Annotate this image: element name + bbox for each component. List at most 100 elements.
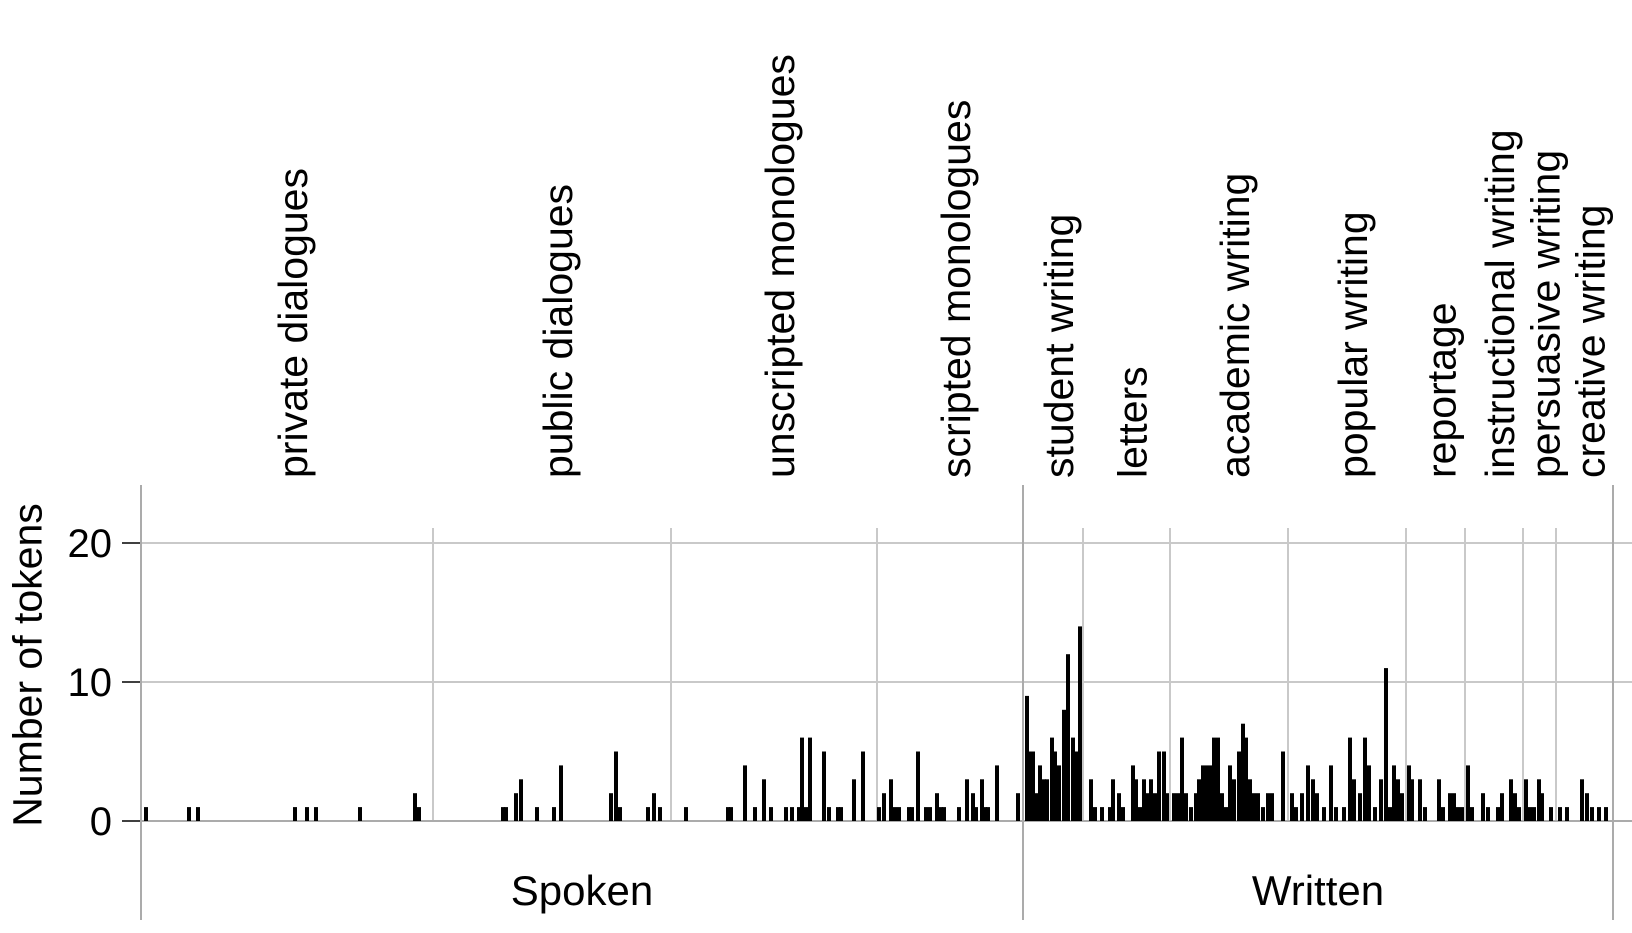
- bar: [1604, 807, 1608, 821]
- y-tick-label: 20: [68, 522, 113, 566]
- bar: [893, 807, 897, 821]
- bar: [1228, 765, 1232, 821]
- bar: [1184, 793, 1188, 821]
- bar: [559, 765, 563, 821]
- bar: [535, 807, 539, 821]
- bar: [1565, 807, 1569, 821]
- bar: [1078, 626, 1082, 821]
- bar: [897, 807, 901, 821]
- bar: [1281, 751, 1285, 821]
- bar: [1244, 737, 1248, 821]
- bar: [618, 807, 622, 821]
- bar: [1270, 793, 1274, 821]
- category-label: student writing: [1036, 214, 1082, 478]
- bar: [1481, 793, 1485, 821]
- bar: [1392, 765, 1396, 821]
- bar: [729, 807, 733, 821]
- bar: [1237, 751, 1241, 821]
- bar: [1220, 793, 1224, 821]
- bar: [753, 807, 757, 821]
- bar: [646, 807, 650, 821]
- bar: [501, 807, 505, 821]
- bar: [1585, 793, 1589, 821]
- bar: [836, 807, 840, 821]
- bar: [1117, 793, 1121, 821]
- bar: [684, 807, 688, 821]
- bar: [1142, 779, 1146, 821]
- bar: [1528, 807, 1532, 821]
- bar: [1590, 807, 1594, 821]
- bar: [1241, 723, 1245, 821]
- bar: [743, 765, 747, 821]
- bar: [1466, 765, 1470, 821]
- bar: [1180, 737, 1184, 821]
- bar: [1045, 779, 1049, 821]
- bar: [1500, 793, 1504, 821]
- bar: [1053, 751, 1057, 821]
- bar: [726, 807, 730, 821]
- bar: [1212, 737, 1216, 821]
- bar: [1172, 793, 1176, 821]
- bar: [1197, 779, 1201, 821]
- bar: [144, 807, 148, 821]
- bar: [1294, 807, 1298, 821]
- panel-label: Written: [1252, 867, 1384, 914]
- bar: [861, 751, 865, 821]
- bar: [1496, 807, 1500, 821]
- category-label: scripted monologues: [933, 100, 979, 478]
- bar: [965, 779, 969, 821]
- bar: [1031, 751, 1035, 821]
- bar: [1100, 807, 1104, 821]
- bar: [790, 807, 794, 821]
- bar: [769, 807, 773, 821]
- bar: [1329, 765, 1333, 821]
- bar: [1189, 807, 1193, 821]
- bar: [852, 779, 856, 821]
- bar: [1025, 695, 1029, 821]
- category-label: academic writing: [1212, 173, 1258, 478]
- bar: [1379, 779, 1383, 821]
- bar: [1066, 654, 1070, 821]
- category-label: public dialogues: [535, 184, 581, 478]
- bar: [827, 807, 831, 821]
- bar: [1157, 751, 1161, 821]
- bar: [1146, 793, 1150, 821]
- bar: [797, 807, 801, 821]
- bar: [1537, 779, 1541, 821]
- bar: [609, 793, 613, 821]
- bar: [614, 751, 618, 821]
- bar: [1342, 807, 1346, 821]
- bar: [924, 807, 928, 821]
- bar: [1256, 793, 1260, 821]
- bar: [1388, 807, 1392, 821]
- bar: [995, 765, 999, 821]
- bar: [1042, 779, 1046, 821]
- bar: [1448, 793, 1452, 821]
- bar: [1367, 765, 1371, 821]
- category-label: reportage: [1419, 302, 1465, 478]
- bar: [1162, 751, 1166, 821]
- bar: [986, 807, 990, 821]
- category-label: letters: [1110, 366, 1156, 478]
- bar: [1558, 807, 1562, 821]
- bar: [1111, 779, 1115, 821]
- category-label: persuasive writing: [1523, 150, 1569, 478]
- bar: [935, 793, 939, 821]
- bar: [1315, 793, 1319, 821]
- bar: [1524, 779, 1528, 821]
- bar: [942, 807, 946, 821]
- bar: [1108, 807, 1112, 821]
- bar: [822, 751, 826, 821]
- bar: [889, 779, 893, 821]
- bar: [1201, 765, 1205, 821]
- bar: [1400, 793, 1404, 821]
- bar: [293, 807, 297, 821]
- bar: [1540, 793, 1544, 821]
- bar: [552, 807, 556, 821]
- bar: [1216, 737, 1220, 821]
- bar: [1165, 793, 1169, 821]
- bar: [1093, 807, 1097, 821]
- bar: [877, 807, 881, 821]
